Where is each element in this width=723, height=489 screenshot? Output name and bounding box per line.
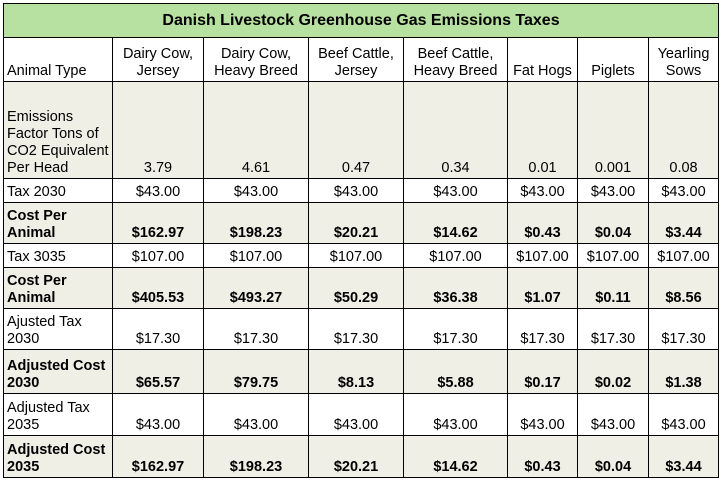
header-dairy-cow-jersey: Dairy Cow, Jersey (112, 37, 204, 82)
table-cell: $36.38 (403, 267, 508, 309)
title-row: Danish Livestock Greenhouse Gas Emission… (3, 3, 719, 38)
header-beef-cattle-heavy-breed: Beef Cattle, Heavy Breed (403, 37, 508, 82)
row-label: Cost Per Animal (3, 267, 113, 309)
table-cell: $43.00 (112, 393, 204, 436)
emissions-tax-table: Danish Livestock Greenhouse Gas Emission… (3, 3, 719, 478)
row-label: Emissions Factor Tons of CO2 Equivalent … (3, 81, 113, 179)
table-cell: $5.88 (403, 349, 508, 394)
row-tax-3035: Tax 3035 $107.00 $107.00 $107.00 $107.00… (3, 243, 719, 268)
row-label: Ajusted Tax 2030 (3, 308, 113, 350)
row-label: Tax 2030 (3, 178, 113, 203)
table-cell: $43.00 (203, 393, 309, 436)
table-cell: $43.00 (648, 178, 719, 203)
table-cell: $107.00 (308, 243, 404, 268)
table-cell: $3.44 (648, 435, 719, 478)
table-cell: $43.00 (507, 393, 578, 436)
table-cell: 0.34 (403, 81, 508, 179)
header-beef-cattle-jersey: Beef Cattle, Jersey (308, 37, 404, 82)
header-piglets: Piglets (577, 37, 649, 82)
table-cell: $0.04 (577, 202, 649, 244)
table-cell: $20.21 (308, 435, 404, 478)
table-cell: 3.79 (112, 81, 204, 179)
row-label: Adjusted Cost 2030 (3, 349, 113, 394)
table-cell: $162.97 (112, 435, 204, 478)
row-label: Tax 3035 (3, 243, 113, 268)
table-title: Danish Livestock Greenhouse Gas Emission… (3, 3, 719, 38)
table-cell: $8.56 (648, 267, 719, 309)
table-cell: $3.44 (648, 202, 719, 244)
table-cell: $14.62 (403, 435, 508, 478)
table-cell: $43.00 (308, 393, 404, 436)
header-row: Animal Type Dairy Cow, Jersey Dairy Cow,… (3, 37, 719, 82)
table-cell: $107.00 (203, 243, 309, 268)
table-cell: $20.21 (308, 202, 404, 244)
row-tax-2030: Tax 2030 $43.00 $43.00 $43.00 $43.00 $43… (3, 178, 719, 203)
table-cell: $107.00 (648, 243, 719, 268)
table-cell: $1.38 (648, 349, 719, 394)
table-cell: $493.27 (203, 267, 309, 309)
table-cell: $43.00 (403, 178, 508, 203)
table-cell: $0.11 (577, 267, 649, 309)
row-adjusted-cost-2030: Adjusted Cost 2030 $65.57 $79.75 $8.13 $… (3, 349, 719, 394)
header-animal-type: Animal Type (3, 37, 113, 82)
table-cell: $43.00 (112, 178, 204, 203)
row-cost-per-animal-2030: Cost Per Animal $162.97 $198.23 $20.21 $… (3, 202, 719, 244)
table-cell: $405.53 (112, 267, 204, 309)
table-cell: $107.00 (577, 243, 649, 268)
table-cell: $43.00 (507, 178, 578, 203)
table-cell: $43.00 (308, 178, 404, 203)
row-label: Adjusted Cost 2035 (3, 435, 113, 478)
table-cell: $198.23 (203, 435, 309, 478)
table-cell: $107.00 (403, 243, 508, 268)
table-cell: 0.01 (507, 81, 578, 179)
table-cell: $107.00 (507, 243, 578, 268)
table-cell: $17.30 (507, 308, 578, 350)
table-cell: $198.23 (203, 202, 309, 244)
table-cell: $107.00 (112, 243, 204, 268)
table-cell: 4.61 (203, 81, 309, 179)
table-cell: $65.57 (112, 349, 204, 394)
table-cell: $43.00 (577, 393, 649, 436)
table-cell: $17.30 (112, 308, 204, 350)
table-cell: $17.30 (403, 308, 508, 350)
table-cell: $0.04 (577, 435, 649, 478)
table-cell: $0.43 (507, 435, 578, 478)
table-cell: $0.43 (507, 202, 578, 244)
row-cost-per-animal-3035: Cost Per Animal $405.53 $493.27 $50.29 $… (3, 267, 719, 309)
table-cell: $14.62 (403, 202, 508, 244)
table-cell: $162.97 (112, 202, 204, 244)
row-adjusted-cost-2035: Adjusted Cost 2035 $162.97 $198.23 $20.2… (3, 435, 719, 478)
header-yearling-sows: Yearling Sows (648, 37, 719, 82)
row-emissions-factor: Emissions Factor Tons of CO2 Equivalent … (3, 81, 719, 179)
row-label: Cost Per Animal (3, 202, 113, 244)
table-cell: $1.07 (507, 267, 578, 309)
table-cell: $43.00 (403, 393, 508, 436)
row-adjusted-tax-2030: Ajusted Tax 2030 $17.30 $17.30 $17.30 $1… (3, 308, 719, 350)
table-cell: $50.29 (308, 267, 404, 309)
table-cell: $79.75 (203, 349, 309, 394)
table-cell: 0.08 (648, 81, 719, 179)
row-adjusted-tax-2035: Adjusted Tax 2035 $43.00 $43.00 $43.00 $… (3, 393, 719, 436)
table-cell: $17.30 (648, 308, 719, 350)
table-cell: $43.00 (648, 393, 719, 436)
table-cell: $17.30 (577, 308, 649, 350)
table-cell: $17.30 (308, 308, 404, 350)
table-cell: $43.00 (577, 178, 649, 203)
header-dairy-cow-heavy-breed: Dairy Cow, Heavy Breed (203, 37, 309, 82)
table-cell: $0.02 (577, 349, 649, 394)
table-cell: $43.00 (203, 178, 309, 203)
table-cell: $0.17 (507, 349, 578, 394)
table-cell: $17.30 (203, 308, 309, 350)
table-cell: 0.001 (577, 81, 649, 179)
table-cell: 0.47 (308, 81, 404, 179)
header-fat-hogs: Fat Hogs (507, 37, 578, 82)
table-cell: $8.13 (308, 349, 404, 394)
row-label: Adjusted Tax 2035 (3, 393, 113, 436)
